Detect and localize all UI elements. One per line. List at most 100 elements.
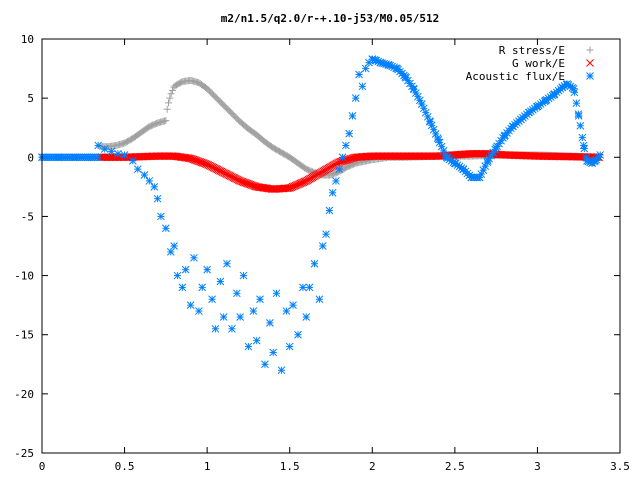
data-point [277, 366, 286, 375]
data-point [71, 153, 79, 162]
data-point [237, 177, 246, 186]
x-tick-label: 1.5 [280, 460, 300, 473]
data-point [574, 110, 583, 118]
data-point [228, 324, 236, 333]
data-point [167, 90, 175, 98]
data-point [305, 283, 314, 292]
data-point [236, 313, 245, 321]
series-1 [95, 149, 604, 194]
y-tick-label: -25 [14, 447, 34, 460]
data-point [246, 180, 255, 189]
legend-marker [586, 72, 594, 80]
data-point [294, 180, 302, 189]
data-point [120, 151, 129, 159]
data-point [247, 181, 256, 189]
data-point [351, 94, 360, 102]
data-point [208, 295, 216, 304]
data-point [332, 177, 340, 185]
data-point [266, 319, 274, 327]
x-tick-label: 2 [369, 460, 376, 473]
data-point [252, 336, 261, 345]
data-point [406, 79, 414, 88]
data-point [162, 117, 170, 125]
data-point [114, 149, 122, 158]
data-point [164, 99, 172, 107]
data-point [291, 181, 300, 190]
data-point [200, 159, 209, 168]
data-point [197, 158, 206, 167]
data-point [107, 147, 116, 156]
data-point [299, 178, 308, 187]
data-point [290, 182, 298, 191]
data-point [168, 86, 176, 94]
data-point [196, 158, 205, 166]
data-point [287, 183, 296, 192]
data-point [153, 194, 162, 203]
data-point [335, 165, 344, 173]
data-point [181, 265, 190, 274]
data-point [166, 248, 175, 256]
data-point [269, 348, 278, 357]
y-tick-label: -5 [21, 210, 34, 223]
data-point [572, 99, 581, 108]
data-point [244, 342, 253, 351]
y-tick-label: -10 [14, 270, 34, 283]
data-point [576, 121, 585, 130]
data-point [186, 301, 195, 309]
legend-label: R stress/E [499, 44, 565, 57]
data-point [87, 153, 96, 162]
data-point [195, 157, 203, 166]
legend-label: Acoustic flux/E [466, 70, 565, 83]
data-point [300, 177, 309, 186]
x-tick-label: 1 [204, 460, 211, 473]
data-point [198, 283, 207, 292]
data-point [318, 242, 327, 250]
data-point [261, 360, 269, 369]
data-point [233, 289, 241, 298]
data-point [325, 206, 334, 215]
data-point [128, 156, 137, 165]
data-point [292, 181, 301, 189]
data-point [162, 224, 170, 233]
data-point [342, 141, 350, 150]
legend-label: G work/E [512, 57, 565, 70]
axes: 0 0.5 1 1.5 2 2.5 3 3.5 10 5 0 -5 -10 -15 -20 -25 [14, 33, 630, 473]
data-point [272, 289, 281, 298]
series-0 [96, 76, 603, 179]
data-point [242, 179, 251, 188]
data-point [238, 177, 247, 186]
data-point [249, 307, 258, 315]
data-point [170, 242, 178, 250]
data-point [223, 259, 231, 268]
data-point [245, 180, 253, 188]
data-point [243, 179, 252, 188]
y-tick-label: -15 [14, 329, 34, 342]
data-point [192, 156, 201, 165]
data-point [195, 307, 203, 315]
legend-marker [586, 59, 594, 67]
data-point [188, 155, 197, 163]
data-point [285, 342, 294, 351]
data-point [241, 178, 249, 187]
data-point [299, 283, 307, 292]
data-point [145, 177, 154, 185]
data-point [298, 178, 306, 187]
x-tick-label: 2.5 [445, 460, 465, 473]
data-point [190, 253, 198, 262]
data-point [580, 144, 589, 153]
data-point [189, 155, 198, 164]
data-point [235, 176, 244, 185]
data-point [201, 159, 210, 168]
data-point [163, 105, 171, 113]
data-point [295, 180, 304, 188]
plot-frame [41, 38, 621, 454]
plot-area [38, 55, 605, 375]
data-point [322, 230, 330, 239]
legend-marker [586, 46, 594, 54]
data-point [345, 129, 354, 138]
data-point [93, 153, 102, 162]
data-point [348, 112, 357, 120]
y-tick-label: 10 [21, 33, 34, 46]
data-point [203, 265, 211, 274]
data-point [282, 307, 291, 315]
